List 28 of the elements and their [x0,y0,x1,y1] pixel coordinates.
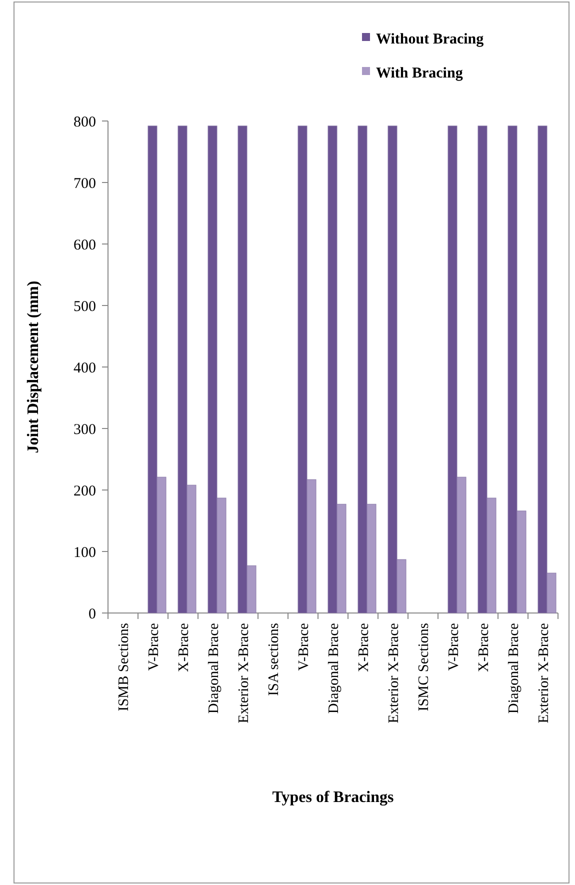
legend-label: Without Bracing [376,31,484,48]
x-tick-label: Diagonal Brace [326,623,342,714]
x-tick-label: V-Brace [146,623,162,671]
y-tick-label: 100 [74,544,96,561]
legend-label: With Bracing [376,65,464,82]
y-tick-label: 200 [74,483,96,500]
x-tick-label: Exterior X-Brace [236,623,252,724]
y-tick-label: 300 [74,422,96,438]
x-tick-label: Exterior X-Brace [536,623,552,724]
y-tick-label: 500 [74,298,96,315]
x-tick-label: Exterior X-Brace [386,623,402,724]
y-axis-title: Joint Displacement (mm) [25,280,42,454]
y-tick-label: 700 [74,176,96,192]
x-tick-label: ISMB Sections [116,622,132,712]
x-axis-title: Types of Bracings [272,789,394,806]
x-tick-label: Diagonal Brace [206,623,222,714]
x-tick-label: X-Brace [176,623,192,672]
y-tick-label: 600 [74,237,96,254]
y-tick-label: 400 [74,360,96,376]
y-tick-label: 0 [88,606,96,622]
x-tick-label: ISA sections [266,622,282,696]
x-tick-label: ISMC Sections [416,622,432,712]
x-tick-label: X-Brace [356,623,372,672]
x-tick-label: V-Brace [296,623,312,671]
y-tick-label: 800 [74,114,96,130]
x-tick-label: Diagonal Brace [506,623,522,714]
x-tick-label: X-Brace [476,623,492,672]
x-tick-label: V-Brace [446,623,462,671]
